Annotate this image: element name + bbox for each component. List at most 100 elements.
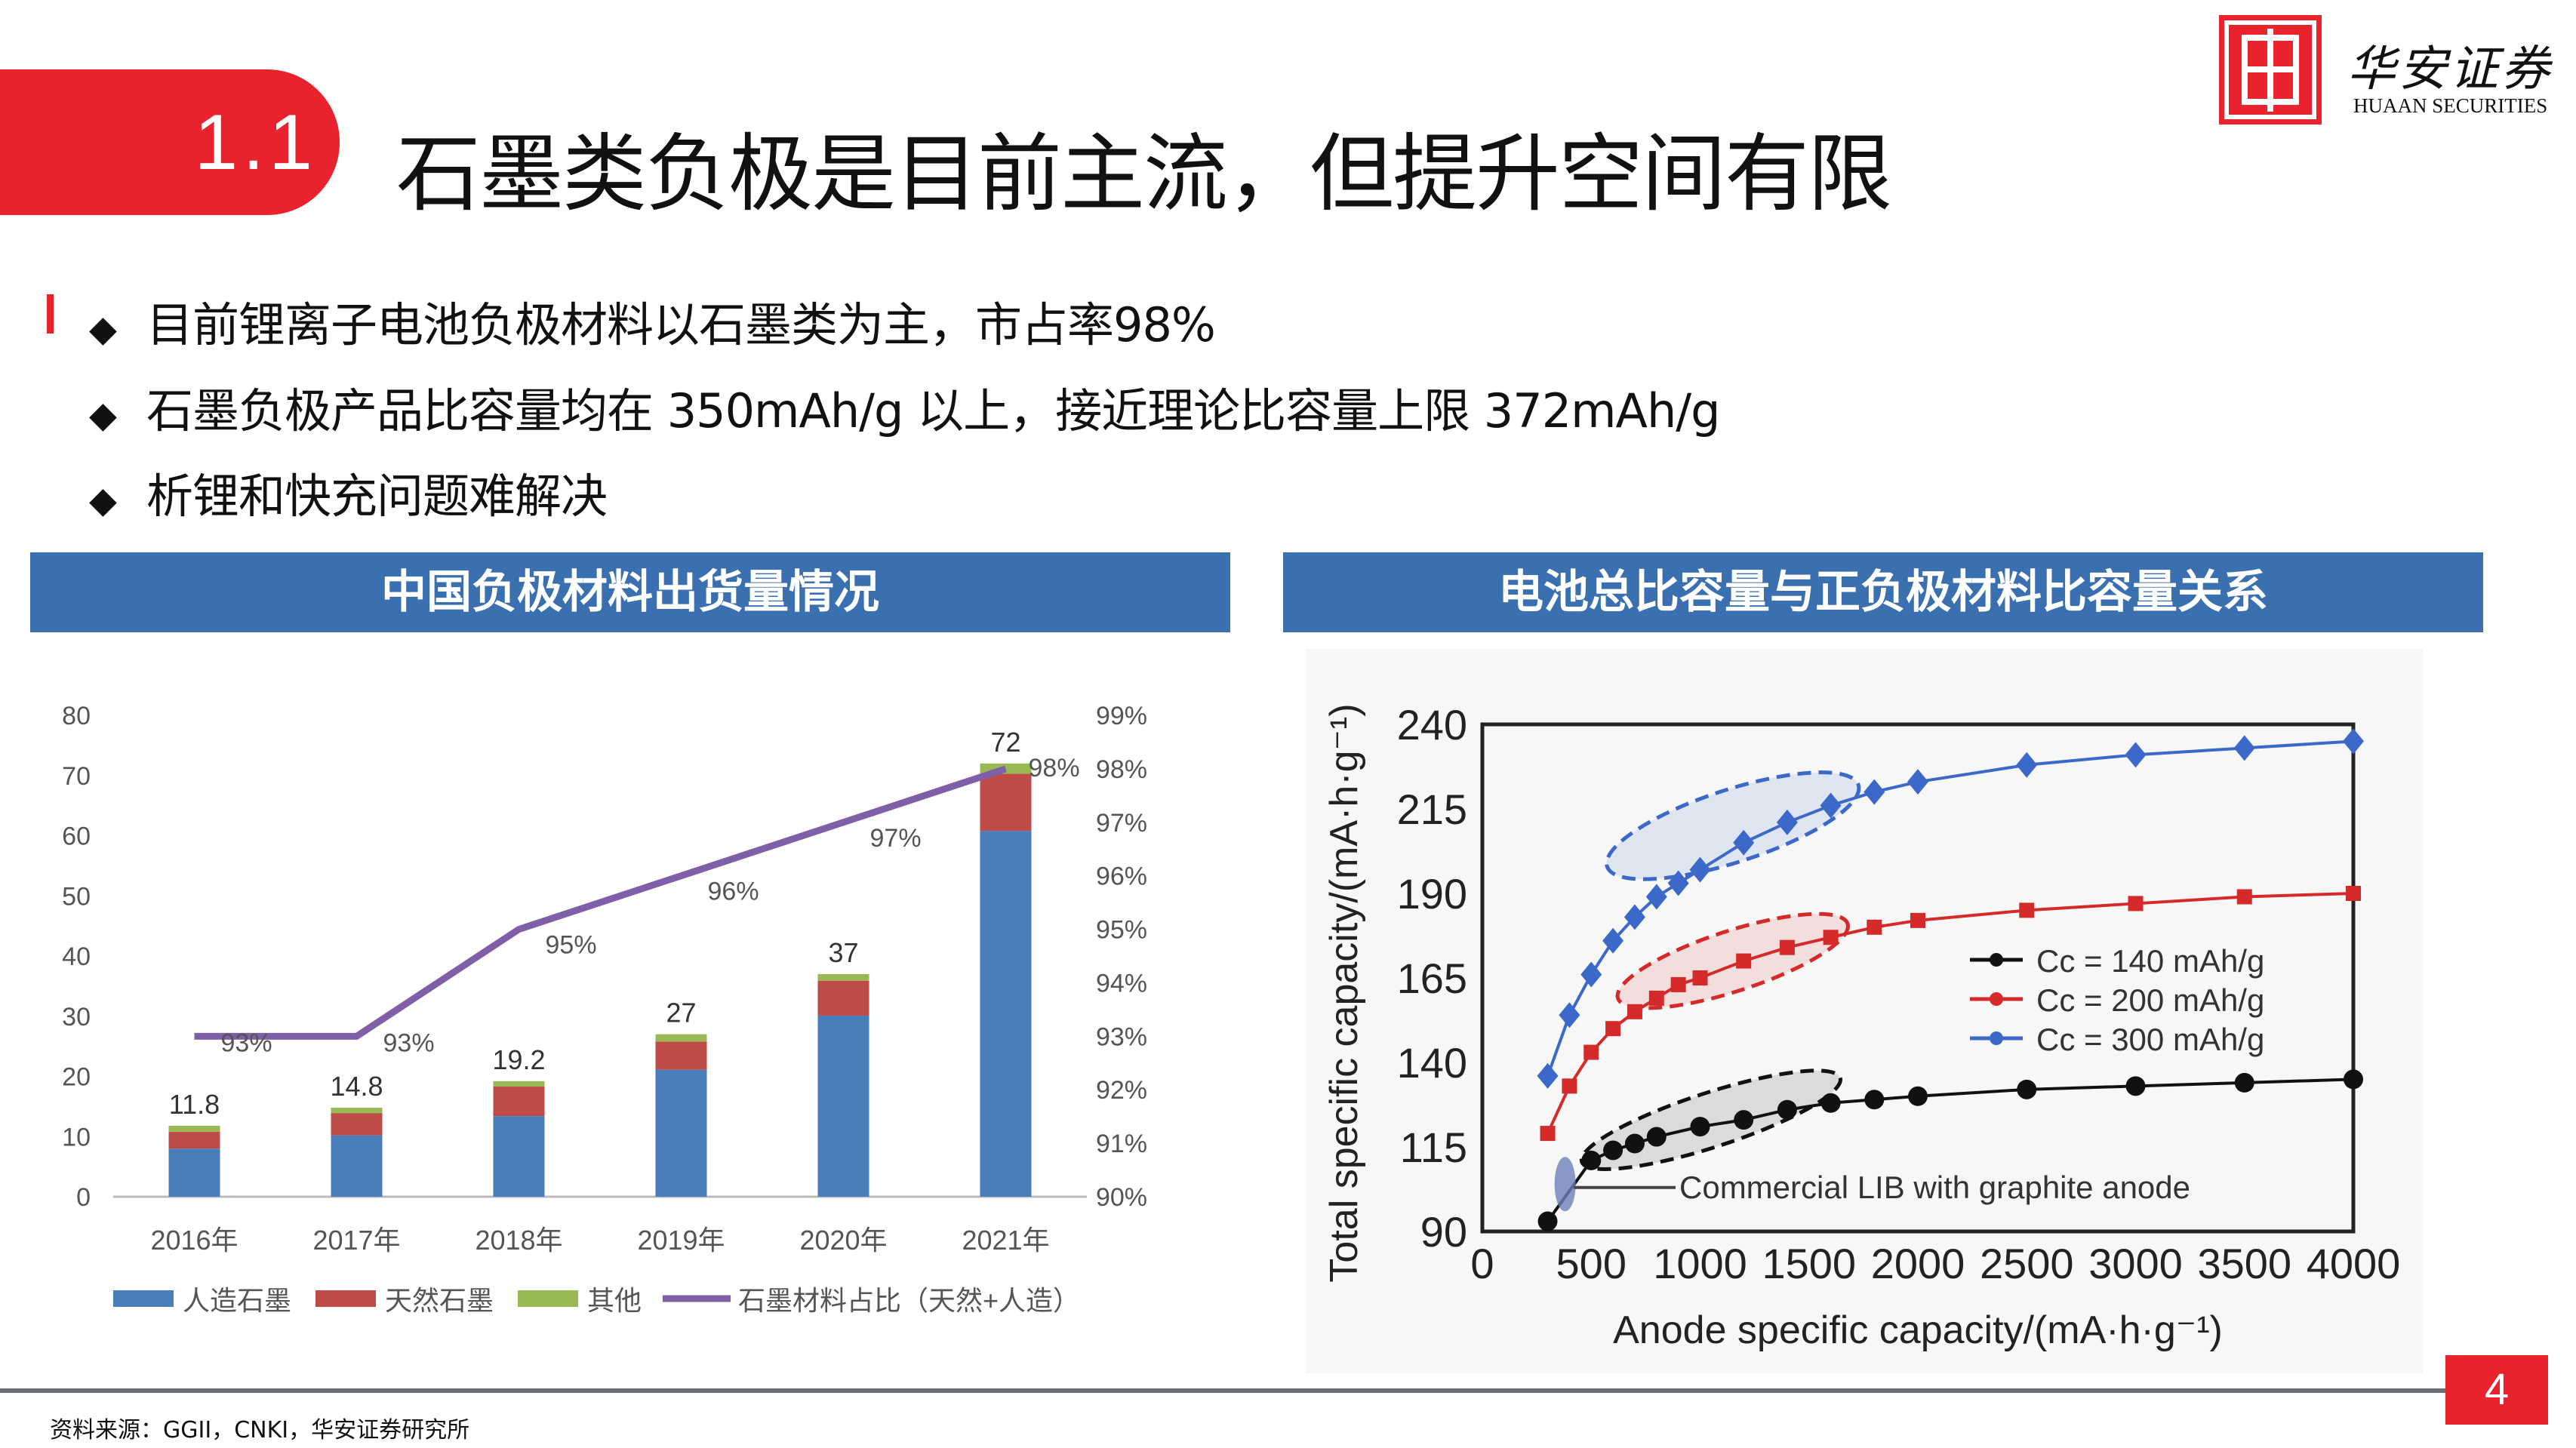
y-tick-label: 10 <box>62 1123 91 1151</box>
data-point <box>1537 1211 1558 1231</box>
legend-label: Cc = 300 mAh/g <box>2036 1022 2264 1057</box>
logo-emblem-icon <box>2219 15 2322 125</box>
bullet-text: 目前锂离子电池负极材料以石墨类为主，市占率98% <box>146 297 1216 352</box>
page-number: 4 <box>2445 1355 2548 1425</box>
x-tick-label: 2019年 <box>637 1225 725 1256</box>
x-tick-label: 0 <box>1470 1240 1494 1287</box>
legend-label: 天然石墨 <box>385 1285 494 1316</box>
data-point <box>1779 939 1795 955</box>
data-point <box>2234 1072 2254 1093</box>
data-point <box>1823 930 1839 945</box>
data-point <box>1581 1150 1602 1170</box>
y-tick-label: 190 <box>1397 870 1467 918</box>
data-point <box>1645 884 1667 910</box>
legend-label: 人造石墨 <box>183 1285 291 1316</box>
logo-text-cn: 华安证券 <box>2347 42 2553 97</box>
x-tick-label: 1500 <box>1762 1240 1856 1287</box>
data-point <box>1820 792 1842 819</box>
y-tick-label: 115 <box>1400 1124 1467 1171</box>
data-point <box>1562 1078 1577 1094</box>
section-number: 1.1 <box>194 99 317 186</box>
x-tick-label: 2016年 <box>150 1225 238 1256</box>
data-point <box>2344 1069 2363 1090</box>
bar-segment-人造石墨 <box>817 1015 869 1197</box>
x-tick-label: 2017年 <box>312 1225 400 1256</box>
logo-text-en: HUAAN SECURITIES <box>2353 94 2548 117</box>
bar-segment-天然石墨 <box>980 773 1032 832</box>
data-point <box>2016 752 2038 778</box>
legend-swatch <box>518 1290 578 1307</box>
data-point <box>1864 1090 1885 1110</box>
bar-total-label: 72 <box>990 727 1020 758</box>
page-title: 石墨类负极是目前主流，但提升空间有限 <box>396 125 1892 223</box>
y-tick-label: 50 <box>62 882 91 911</box>
capacity-chart: 0 500 1000 1500 2000 2500 3000 3500 4000 90 115 140… <box>1306 649 2423 1373</box>
bar-segment-天然石墨 <box>817 980 869 1016</box>
y-tick-label: 30 <box>62 1003 91 1031</box>
bullet-text: 析锂和快充问题难解决 <box>146 469 608 524</box>
y2-tick-label: 92% <box>1096 1076 1147 1105</box>
legend-marker <box>1990 1031 2003 1045</box>
right-panel-title: 电池总比容量与正负极材料比容量关系 <box>1283 552 2483 632</box>
bar-segment-人造石墨 <box>168 1148 220 1197</box>
x-tick-label: 4000 <box>2307 1240 2401 1287</box>
ratio-label: 96% <box>708 878 759 906</box>
commercial-lib-marker <box>1554 1157 1576 1212</box>
data-point <box>1777 1099 1797 1120</box>
legend-label: 石墨材料占比（天然+人造） <box>738 1285 1080 1316</box>
y2-tick-label: 98% <box>1096 755 1147 784</box>
legend-swatch <box>113 1290 174 1307</box>
data-point <box>1908 1086 1928 1106</box>
bar-segment-人造石墨 <box>493 1116 545 1197</box>
y-tick-label: 240 <box>1397 701 1467 749</box>
data-point <box>1540 1126 1556 1142</box>
y-tick-label: 0 <box>76 1183 91 1212</box>
bar-segment-天然石墨 <box>331 1113 383 1136</box>
data-point <box>1689 856 1711 883</box>
x-tick-label: 3000 <box>2088 1240 2183 1287</box>
y2-tick-label: 95% <box>1096 916 1147 945</box>
data-point <box>1776 809 1798 835</box>
y-tick-label: 140 <box>1397 1039 1467 1087</box>
diamond-icon: ◆ <box>89 394 117 436</box>
data-point <box>1623 904 1645 930</box>
y-tick-label: 20 <box>62 1063 91 1092</box>
y2-tick-label: 97% <box>1096 809 1147 838</box>
legend-marker <box>1990 992 2003 1006</box>
data-point <box>1907 769 1928 795</box>
y2-tick-label: 91% <box>1096 1130 1147 1158</box>
data-point <box>1602 927 1624 954</box>
bar-total-label: 19.2 <box>492 1044 545 1075</box>
ratio-label: 98% <box>1029 754 1080 782</box>
bar-segment-人造石墨 <box>655 1069 707 1197</box>
x-tick-label: 3500 <box>2197 1240 2291 1287</box>
ratio-label: 93% <box>383 1028 435 1057</box>
left-panel-title: 中国负极材料出货量情况 <box>30 552 1230 632</box>
y-tick-label: 90 <box>1420 1208 1467 1256</box>
data-point <box>1864 779 1885 805</box>
highlight-ellipse <box>1605 770 1861 881</box>
diamond-icon: ◆ <box>89 308 117 350</box>
x-tick-label: 2018年 <box>475 1225 562 1256</box>
y-tick-label: 165 <box>1397 955 1467 1002</box>
bar-segment-其他 <box>655 1034 707 1042</box>
bullet-marker <box>47 294 54 334</box>
y2-tick-label: 93% <box>1096 1022 1147 1051</box>
bar-segment-天然石墨 <box>168 1131 220 1149</box>
y-tick-label: 60 <box>62 822 91 851</box>
bar-segment-其他 <box>331 1107 383 1114</box>
x-tick-label: 1000 <box>1653 1240 1747 1287</box>
x-tick-label: 2500 <box>1980 1240 2074 1287</box>
legend-label: Cc = 200 mAh/g <box>2036 982 2264 1018</box>
data-point <box>1692 970 1708 985</box>
source-note: 资料来源：GGII，CNKI，华安证券研究所 <box>50 1417 470 1443</box>
data-point <box>2233 735 2255 761</box>
bullet-item: ◆ 石墨负极产品比容量均在 350mAh/g 以上，接近理论比容量上限 372mA… <box>89 373 1720 441</box>
y2-tick-label: 90% <box>1096 1183 1147 1212</box>
bar-segment-人造石墨 <box>980 831 1032 1197</box>
legend-swatch <box>315 1290 376 1307</box>
data-point <box>1537 1062 1559 1089</box>
bullet-item: ◆ 目前锂离子电池负极材料以石墨类为主，市占率98% <box>89 287 1216 355</box>
highlight-ellipse <box>1579 1068 1842 1171</box>
shipment-chart: 0 10 20 30 40 50 60 70 80 90% 91% 92% 93% 94% 95% 96% 97… <box>62 702 1147 1316</box>
